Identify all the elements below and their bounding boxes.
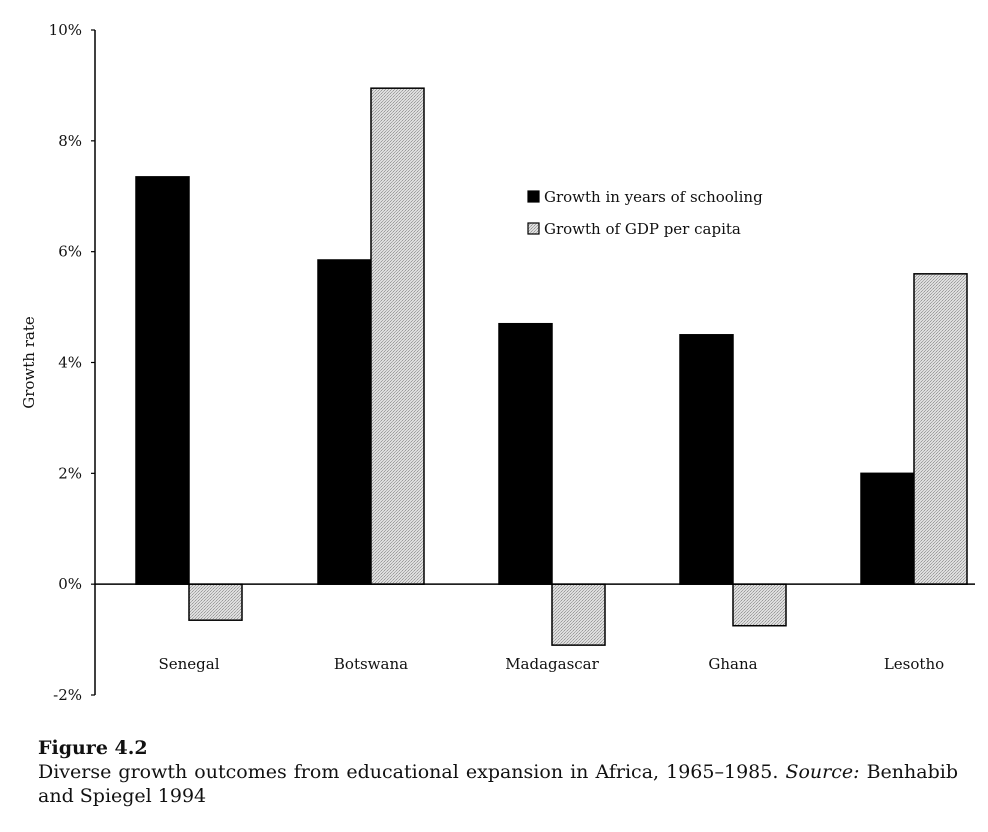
bar-gdp-botswana <box>370 87 425 585</box>
bar-schooling-madagascar <box>498 322 553 585</box>
source-text: Benhabib and Spiegel 1994 <box>38 761 958 807</box>
y-tick-label: 6% <box>58 243 82 261</box>
y-tick-label: 2% <box>58 464 82 482</box>
bar-schooling-botswana <box>317 259 372 585</box>
bar-gdp-madagascar <box>551 583 606 646</box>
bar-schooling-senegal <box>135 176 190 585</box>
figure-text: Diverse growth outcomes from educational… <box>38 760 958 808</box>
category-label: Senegal <box>158 655 219 673</box>
y-tick-label: 8% <box>58 132 82 150</box>
legend: Growth in years of schooling Growth of GD… <box>527 188 763 238</box>
y-axis-title: Growth rate <box>20 316 38 409</box>
legend-swatch-schooling <box>527 190 540 203</box>
figure-label: Figure 4.2 <box>38 737 148 759</box>
category-label: Botswana <box>334 655 408 673</box>
category-label: Ghana <box>708 655 757 673</box>
bar-schooling-ghana <box>679 334 734 585</box>
legend-label: Growth in years of schooling <box>544 188 763 206</box>
bar-gdp-ghana <box>732 583 787 627</box>
caption-text: Diverse growth outcomes from educational… <box>38 761 779 783</box>
category-label: Madagascar <box>505 655 599 673</box>
figure-caption: Figure 4.2 Diverse growth outcomes from … <box>38 736 958 808</box>
bar-schooling-lesotho <box>860 472 915 585</box>
bar-gdp-lesotho <box>913 273 968 585</box>
y-tick-label: 10% <box>49 21 82 39</box>
source-label: Source: <box>785 761 860 783</box>
legend-label: Growth of GDP per capita <box>544 220 741 238</box>
legend-swatch-gdp <box>527 222 540 235</box>
chart: 10% 8% 6% 4% 2% 0% -2% Growth rate Senegal Botswa… <box>20 21 975 704</box>
y-tick-label: 0% <box>58 575 82 593</box>
y-tick-label: 4% <box>58 354 82 372</box>
category-label: Lesotho <box>884 655 944 673</box>
bar-gdp-senegal <box>188 583 243 621</box>
y-tick-label: -2% <box>53 686 82 704</box>
